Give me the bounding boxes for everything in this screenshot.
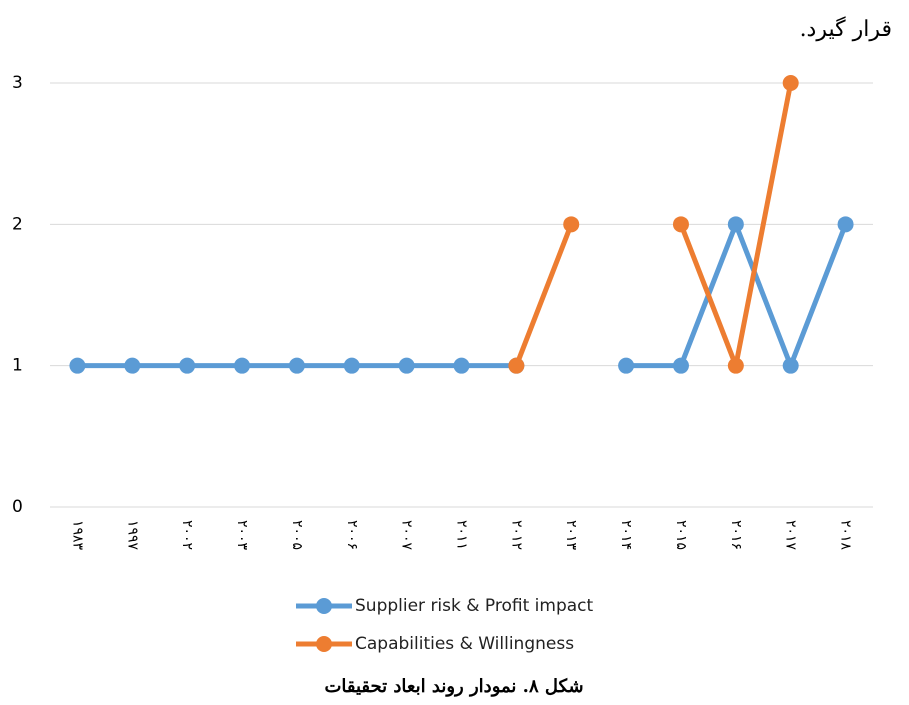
x-tick-label: ۲۰۰۲ — [179, 520, 195, 550]
data-point — [508, 357, 525, 374]
x-tick-label: ۲۰۰۶ — [344, 520, 360, 550]
data-point — [343, 357, 360, 374]
x-tick-label: ۲۰۱۷ — [783, 520, 799, 551]
x-tick-label: ۲۰۱۳ — [563, 520, 579, 551]
data-point — [179, 357, 196, 374]
data-point — [672, 216, 689, 233]
x-tick-label: ۲۰۰۵ — [289, 520, 305, 550]
data-point — [727, 216, 744, 233]
y-tick-label: 2 — [12, 214, 23, 234]
y-tick-label: 1 — [12, 356, 23, 376]
x-tick-label: ۲۰۱۲ — [508, 520, 524, 550]
x-tick-label: ۲۰۱۵ — [673, 520, 689, 550]
y-tick-label: 3 — [12, 73, 23, 93]
legend-marker — [316, 636, 332, 652]
data-point — [618, 357, 635, 374]
x-tick-label: ۲۰۱۱ — [454, 520, 470, 550]
legend-label: Supplier risk & Profit impact — [355, 596, 594, 616]
data-point — [453, 357, 470, 374]
data-point — [727, 357, 744, 374]
data-point — [398, 357, 415, 374]
paragraph-text: قرار گیرد. — [800, 16, 892, 42]
chart-title: شکل ۸. نمودار روند ابعاد تحقیقات — [324, 676, 583, 697]
data-point — [782, 357, 799, 374]
data-point — [672, 357, 689, 374]
x-tick-label: ۱۹۹۷ — [124, 520, 140, 551]
data-point — [563, 216, 580, 233]
data-point — [69, 357, 86, 374]
data-point — [837, 216, 854, 233]
y-tick-label: 0 — [12, 497, 23, 517]
data-point — [234, 357, 251, 374]
x-tick-label: ۲۰۱۸ — [838, 520, 854, 551]
x-tick-label: ۱۹۸۳ — [69, 520, 85, 551]
x-tick-label: ۲۰۰۷ — [399, 520, 415, 551]
legend-marker — [316, 598, 332, 614]
series-line — [514, 223, 574, 367]
legend-label: Capabilities & Willingness — [355, 634, 574, 654]
data-point — [124, 357, 141, 374]
data-point — [782, 75, 799, 91]
x-tick-label: ۲۰۱۶ — [728, 520, 744, 550]
x-tick-label: ۲۰۱۴ — [618, 520, 634, 550]
x-tick-label: ۲۰۰۳ — [234, 520, 250, 551]
series-line — [626, 221, 848, 369]
data-point — [288, 357, 305, 374]
